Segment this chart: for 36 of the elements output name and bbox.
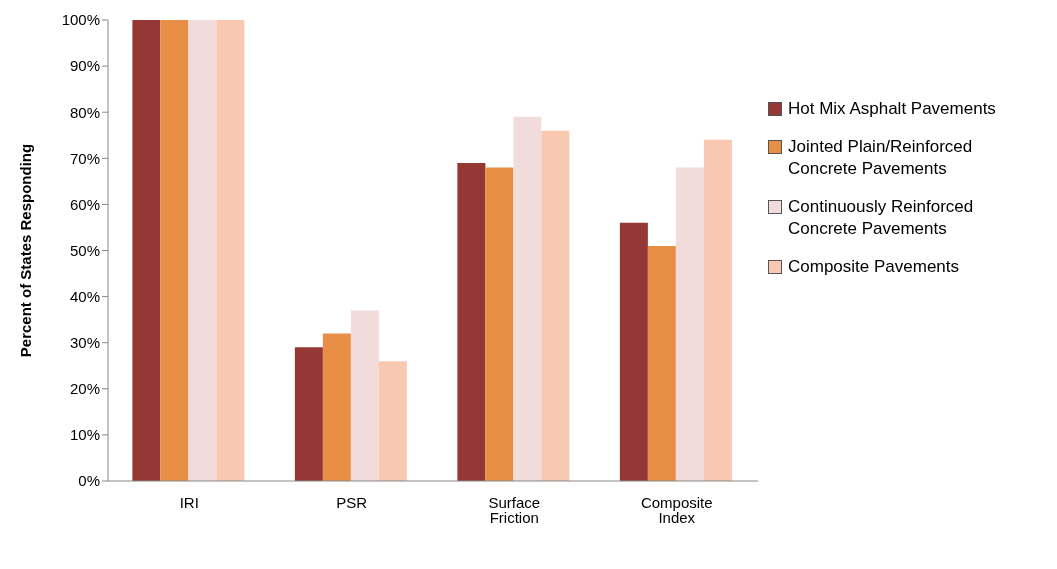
bar (675, 167, 704, 481)
x-tick-label: Composite Index (640, 493, 713, 526)
y-tick-label: 0% (78, 472, 100, 490)
y-tick-label: 10% (69, 426, 100, 444)
y-tick-label: 40% (69, 287, 100, 305)
x-tick-label: IRI (179, 493, 199, 511)
bar (378, 361, 407, 481)
bar (188, 20, 217, 481)
bar (132, 20, 161, 481)
legend-label: Jointed Plain/Reinforced Concrete Pavements (788, 136, 974, 180)
bar (457, 162, 486, 481)
y-tick-label: 80% (69, 103, 100, 121)
legend-label: Hot Mix Asphalt Pavements (788, 98, 996, 120)
bar (216, 20, 245, 481)
x-tick-label: PSR (336, 493, 368, 511)
bar (619, 222, 648, 481)
y-tick-label: 70% (69, 149, 100, 167)
bar (513, 116, 542, 481)
bar (294, 347, 323, 481)
bar (647, 245, 676, 481)
bar (541, 130, 570, 481)
bar (703, 139, 732, 481)
bar (350, 310, 379, 481)
y-tick-label: 90% (69, 57, 100, 75)
legend-label: Composite Pavements (788, 256, 960, 278)
y-tick-label: 50% (69, 241, 100, 259)
y-tick-label: 60% (69, 195, 100, 213)
x-tick-label: Surface Friction (488, 493, 541, 526)
y-axis-title: Percent of States Responding (17, 143, 35, 358)
bar (322, 333, 351, 481)
y-tick-label: 30% (69, 334, 100, 352)
bar (160, 20, 189, 481)
y-tick-label: 20% (69, 380, 100, 398)
bar (485, 167, 514, 481)
y-tick-label: 100% (61, 11, 100, 29)
legend-label: Continuously Reinforced Concrete Pavements (788, 196, 975, 240)
